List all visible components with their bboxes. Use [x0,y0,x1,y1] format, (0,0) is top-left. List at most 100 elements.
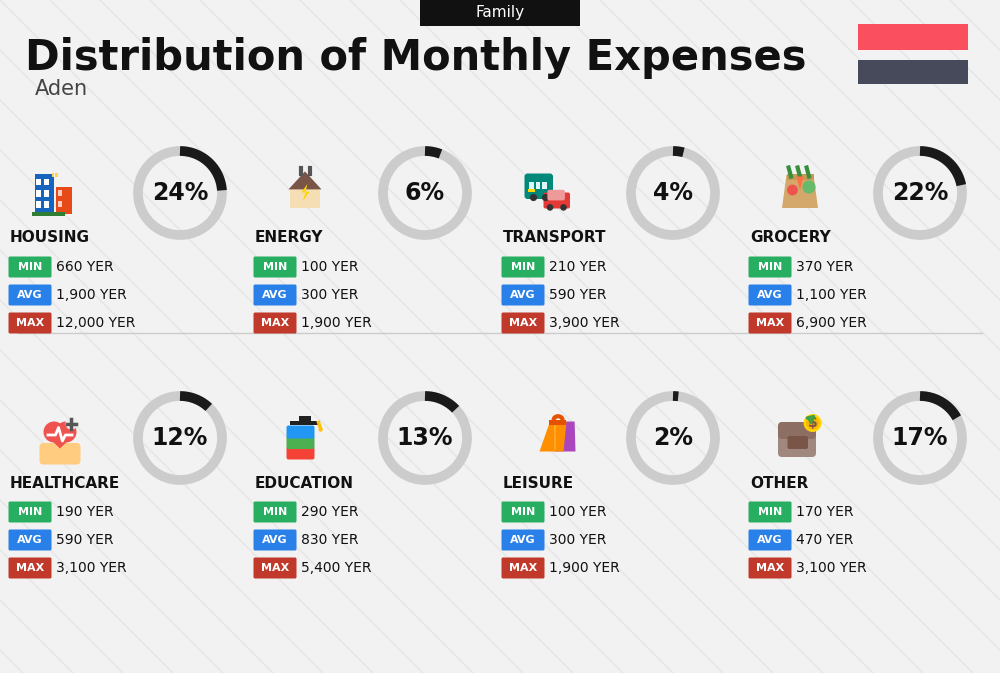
Circle shape [542,194,549,201]
FancyBboxPatch shape [8,256,52,277]
Polygon shape [301,184,310,201]
Text: 830 YER: 830 YER [301,533,358,547]
Text: LEISURE: LEISURE [503,476,574,491]
Text: MAX: MAX [261,563,289,573]
Text: MIN: MIN [18,507,42,517]
Text: Aden: Aden [35,79,88,99]
Text: ENERGY: ENERGY [255,230,324,246]
FancyBboxPatch shape [8,312,52,334]
FancyBboxPatch shape [287,446,314,460]
Text: 590 YER: 590 YER [56,533,114,547]
Text: MIN: MIN [511,262,535,272]
FancyBboxPatch shape [254,256,296,277]
FancyBboxPatch shape [502,312,544,334]
FancyBboxPatch shape [502,256,544,277]
FancyBboxPatch shape [8,557,52,579]
Text: MAX: MAX [756,563,784,573]
FancyBboxPatch shape [287,436,314,449]
FancyBboxPatch shape [36,178,41,185]
FancyBboxPatch shape [58,201,62,207]
Text: 2%: 2% [653,426,693,450]
FancyBboxPatch shape [56,187,72,214]
Text: 1,900 YER: 1,900 YER [549,561,620,575]
Text: 300 YER: 300 YER [301,288,358,302]
Text: 13%: 13% [397,426,453,450]
Circle shape [560,204,567,211]
FancyBboxPatch shape [44,190,49,197]
Text: AVG: AVG [262,535,288,545]
FancyBboxPatch shape [299,415,311,421]
Polygon shape [540,421,566,452]
FancyBboxPatch shape [786,174,814,180]
FancyBboxPatch shape [748,312,792,334]
FancyBboxPatch shape [788,436,808,449]
Text: MAX: MAX [261,318,289,328]
FancyBboxPatch shape [32,212,64,215]
FancyBboxPatch shape [58,190,62,196]
Text: 370 YER: 370 YER [796,260,853,274]
Text: TRANSPORT: TRANSPORT [503,230,606,246]
Text: 5,400 YER: 5,400 YER [301,561,372,575]
FancyBboxPatch shape [287,425,314,439]
Circle shape [547,204,553,211]
FancyBboxPatch shape [858,60,968,84]
Polygon shape [44,433,76,448]
Text: 300 YER: 300 YER [549,533,606,547]
Text: MAX: MAX [756,318,784,328]
Text: MIN: MIN [758,262,782,272]
Circle shape [806,417,819,429]
Text: 590 YER: 590 YER [549,288,606,302]
FancyBboxPatch shape [748,557,792,579]
Text: 6,900 YER: 6,900 YER [796,316,867,330]
Text: $: $ [808,416,817,430]
FancyBboxPatch shape [778,422,816,439]
FancyBboxPatch shape [420,0,580,26]
FancyBboxPatch shape [36,190,41,197]
Text: HEALTHCARE: HEALTHCARE [10,476,120,491]
FancyBboxPatch shape [554,425,556,450]
Text: 210 YER: 210 YER [549,260,606,274]
Text: 12%: 12% [152,426,208,450]
FancyBboxPatch shape [502,530,544,551]
Circle shape [44,421,64,443]
FancyBboxPatch shape [748,285,792,306]
Circle shape [65,418,77,429]
Text: 100 YER: 100 YER [549,505,606,519]
Text: GROCERY: GROCERY [750,230,831,246]
Text: MAX: MAX [16,563,44,573]
Circle shape [318,427,323,431]
FancyBboxPatch shape [254,312,296,334]
Text: MIN: MIN [758,507,782,517]
FancyBboxPatch shape [34,174,54,214]
FancyBboxPatch shape [542,182,547,188]
FancyBboxPatch shape [52,173,54,176]
FancyBboxPatch shape [254,530,296,551]
Text: AVG: AVG [757,290,783,300]
Polygon shape [288,172,322,189]
FancyBboxPatch shape [44,201,49,208]
Text: 290 YER: 290 YER [301,505,358,519]
Text: Family: Family [475,5,525,20]
FancyBboxPatch shape [547,190,565,201]
FancyBboxPatch shape [40,443,80,464]
Text: AVG: AVG [17,535,43,545]
Text: 17%: 17% [892,426,948,450]
FancyBboxPatch shape [55,173,58,176]
FancyBboxPatch shape [502,501,544,522]
Circle shape [56,421,76,443]
Text: 12,000 YER: 12,000 YER [56,316,135,330]
Text: EDUCATION: EDUCATION [255,476,354,491]
Circle shape [804,414,822,432]
Text: OTHER: OTHER [750,476,808,491]
Text: 170 YER: 170 YER [796,505,854,519]
FancyBboxPatch shape [549,420,566,425]
Text: 3,100 YER: 3,100 YER [796,561,867,575]
Circle shape [530,194,537,201]
Text: 6%: 6% [405,181,445,205]
Text: 24%: 24% [152,181,208,205]
Text: 660 YER: 660 YER [56,260,114,274]
Text: 190 YER: 190 YER [56,505,114,519]
FancyBboxPatch shape [778,428,816,457]
FancyBboxPatch shape [536,182,540,188]
Text: AVG: AVG [17,290,43,300]
